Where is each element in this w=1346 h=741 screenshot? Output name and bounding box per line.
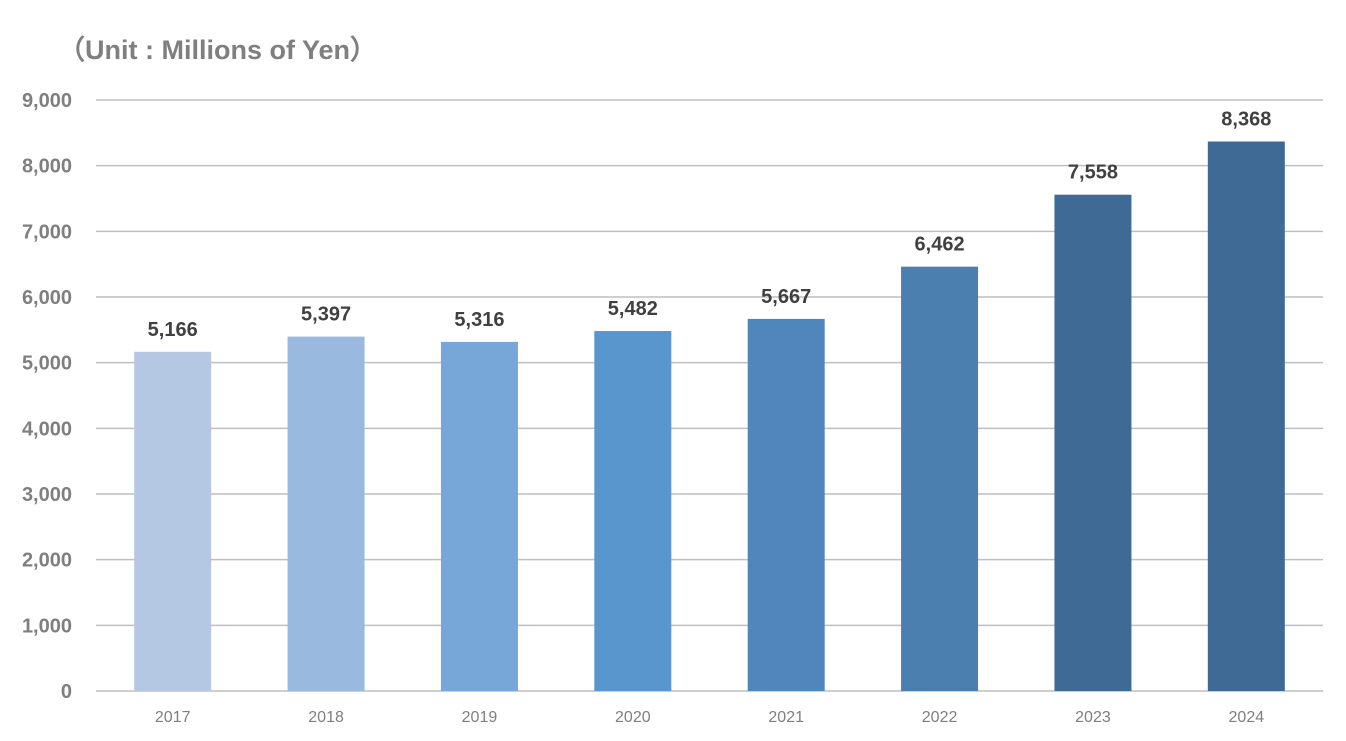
bar — [901, 266, 979, 691]
x-tick-label: 2020 — [615, 709, 651, 726]
bar — [440, 341, 518, 691]
chart-title: （Unit : Millions of Yen） — [58, 35, 378, 65]
data-label: 5,316 — [454, 309, 504, 331]
y-tick-label: 3,000 — [22, 484, 72, 506]
y-tick-label: 8,000 — [22, 156, 72, 178]
bar — [1207, 141, 1285, 691]
y-axis-ticks: 0 1,000 2,000 3,000 4,000 5,000 6,000 7,000 8,00… — [22, 90, 72, 703]
data-label: 7,558 — [1068, 162, 1118, 184]
data-label: 8,368 — [1221, 109, 1271, 131]
y-tick-label: 0 — [61, 681, 72, 703]
y-tick-label: 5,000 — [22, 353, 72, 375]
x-tick-label: 2023 — [1075, 709, 1111, 726]
y-tick-label: 4,000 — [22, 418, 72, 440]
bar — [747, 318, 825, 691]
bar — [594, 331, 672, 691]
y-tick-label: 9,000 — [22, 90, 72, 112]
x-axis-ticks: 2017 2018 2019 2020 2021 2022 2023 2024 — [155, 709, 1264, 726]
y-tick-label: 1,000 — [22, 615, 72, 637]
y-tick-label: 2,000 — [22, 550, 72, 572]
bar — [1054, 194, 1132, 691]
bar — [134, 351, 212, 691]
gridlines — [96, 99, 1323, 692]
y-tick-label: 7,000 — [22, 221, 72, 243]
data-label: 5,166 — [148, 319, 198, 341]
x-tick-label: 2024 — [1229, 709, 1265, 726]
bars — [134, 141, 1285, 691]
data-labels: 5,166 5,397 5,316 5,482 5,667 6,462 7,558 8,368 — [148, 109, 1272, 341]
y-tick-label: 6,000 — [22, 287, 72, 309]
data-label: 5,482 — [608, 298, 658, 320]
data-label: 5,397 — [301, 304, 351, 326]
x-tick-label: 2018 — [308, 709, 344, 726]
bar — [287, 336, 365, 691]
data-label: 5,667 — [761, 286, 811, 308]
x-tick-label: 2017 — [155, 709, 191, 726]
x-tick-label: 2022 — [922, 709, 958, 726]
data-label: 6,462 — [915, 234, 965, 256]
x-tick-label: 2019 — [462, 709, 498, 726]
x-tick-label: 2021 — [768, 709, 804, 726]
